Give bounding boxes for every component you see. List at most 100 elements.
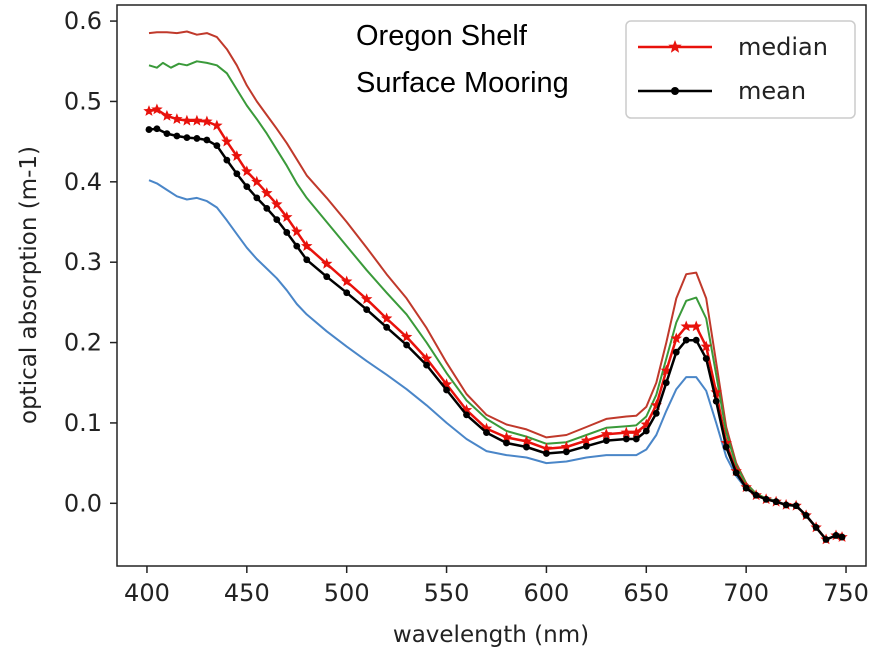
mean-point-11 (253, 194, 261, 202)
mean-point-15 (293, 242, 301, 250)
y-tick-label-3: 0.3 (64, 248, 102, 276)
median-point-25 (480, 422, 493, 434)
mean-point-24 (463, 411, 470, 419)
median-point-40 (700, 340, 712, 352)
mean-point-54 (838, 533, 846, 541)
mean-point-26 (503, 439, 510, 447)
median-point-11 (251, 175, 263, 187)
median-point-1 (151, 103, 163, 115)
median-point-38 (680, 320, 692, 332)
x-tick-label-6: 700 (723, 579, 769, 607)
mean-point-10 (243, 183, 251, 191)
mean-point-34 (642, 427, 650, 435)
mean-point-19 (363, 306, 371, 314)
x-tick-label-1: 450 (224, 579, 270, 607)
median-point-37 (670, 332, 682, 344)
mean-point-46 (762, 495, 770, 503)
x-tick-label-5: 650 (623, 579, 669, 607)
mean-point-30 (582, 442, 590, 450)
series-line-line-1 (148, 60, 843, 541)
median-point-35 (650, 399, 662, 411)
mean-point-9 (233, 170, 241, 178)
legend-label-mean: mean (738, 77, 806, 105)
median-point-7 (211, 119, 223, 131)
legend-entries: median mean (638, 33, 828, 105)
mean-point-8 (223, 156, 231, 164)
mean-point-38 (682, 336, 690, 344)
median-point-24 (460, 404, 473, 415)
mean-point-39 (692, 336, 700, 344)
median-point-13 (271, 198, 283, 210)
median-point-32 (620, 426, 632, 438)
median-point-31 (600, 428, 613, 439)
mean-point-51 (812, 524, 820, 531)
median-point-41 (710, 386, 722, 398)
mean-point-52 (822, 536, 830, 543)
mean-point-17 (323, 273, 331, 281)
mean-point-49 (792, 502, 800, 510)
mean-point-2 (163, 130, 171, 137)
x-tick-label-4: 600 (524, 579, 570, 607)
median-point-5 (191, 114, 203, 126)
mean-point-48 (782, 501, 790, 509)
median-point-27 (520, 435, 533, 447)
y-tick-label-2: 0.2 (64, 329, 102, 357)
mean-point-5 (193, 135, 201, 142)
median-point-20 (380, 312, 393, 324)
series-markers-mean (145, 125, 846, 543)
median-point-12 (261, 187, 273, 198)
legend: median mean (625, 20, 856, 119)
mean-point-0 (145, 126, 153, 133)
median-point-6 (201, 115, 213, 127)
mean-point-35 (652, 409, 660, 417)
median-point-14 (281, 211, 293, 222)
median-point-3 (171, 113, 183, 124)
x-tick-label-7: 750 (823, 579, 869, 607)
legend-marker-median (668, 40, 682, 53)
median-point-10 (241, 165, 253, 177)
mean-point-28 (543, 450, 550, 457)
mean-point-43 (732, 469, 740, 477)
mean-point-22 (423, 361, 430, 369)
median-point-17 (321, 257, 333, 269)
mean-point-3 (173, 132, 181, 140)
mean-point-6 (203, 136, 211, 144)
median-point-9 (231, 150, 243, 161)
median-point-28 (540, 442, 553, 454)
legend-marker-mean (671, 87, 679, 95)
mean-point-36 (662, 379, 670, 387)
mean-point-14 (283, 229, 291, 236)
median-point-36 (660, 364, 672, 376)
median-point-16 (301, 240, 313, 251)
mean-point-44 (742, 484, 750, 492)
mean-point-47 (772, 498, 780, 506)
mean-point-4 (183, 134, 191, 142)
median-point-22 (420, 352, 433, 364)
mean-point-23 (443, 386, 450, 394)
y-tick-label-1: 0.1 (64, 409, 102, 437)
median-point-8 (221, 135, 233, 147)
mean-point-40 (702, 355, 710, 363)
x-tick-label-2: 500 (324, 579, 370, 607)
mean-point-29 (563, 448, 570, 456)
median-point-18 (341, 275, 353, 287)
median-point-15 (291, 225, 303, 237)
legend-box (625, 20, 856, 119)
median-point-30 (580, 434, 593, 446)
mean-point-32 (622, 435, 630, 443)
mean-point-13 (273, 216, 281, 223)
x-axis-label: wavelength (nm) (393, 622, 589, 648)
mean-point-33 (632, 435, 640, 443)
median-point-0 (143, 105, 155, 116)
mean-point-42 (722, 443, 730, 451)
y-tick-label-5: 0.5 (64, 87, 102, 115)
mean-point-18 (343, 289, 351, 297)
mean-point-41 (712, 397, 720, 405)
mean-point-20 (383, 323, 391, 331)
y-axis-label: optical absorption (m-1) (16, 146, 42, 424)
annotation-line-2: Surface Mooring (356, 67, 569, 99)
mean-point-31 (602, 437, 610, 445)
y-tick-label-4: 0.4 (64, 168, 102, 196)
mean-point-25 (483, 429, 490, 436)
